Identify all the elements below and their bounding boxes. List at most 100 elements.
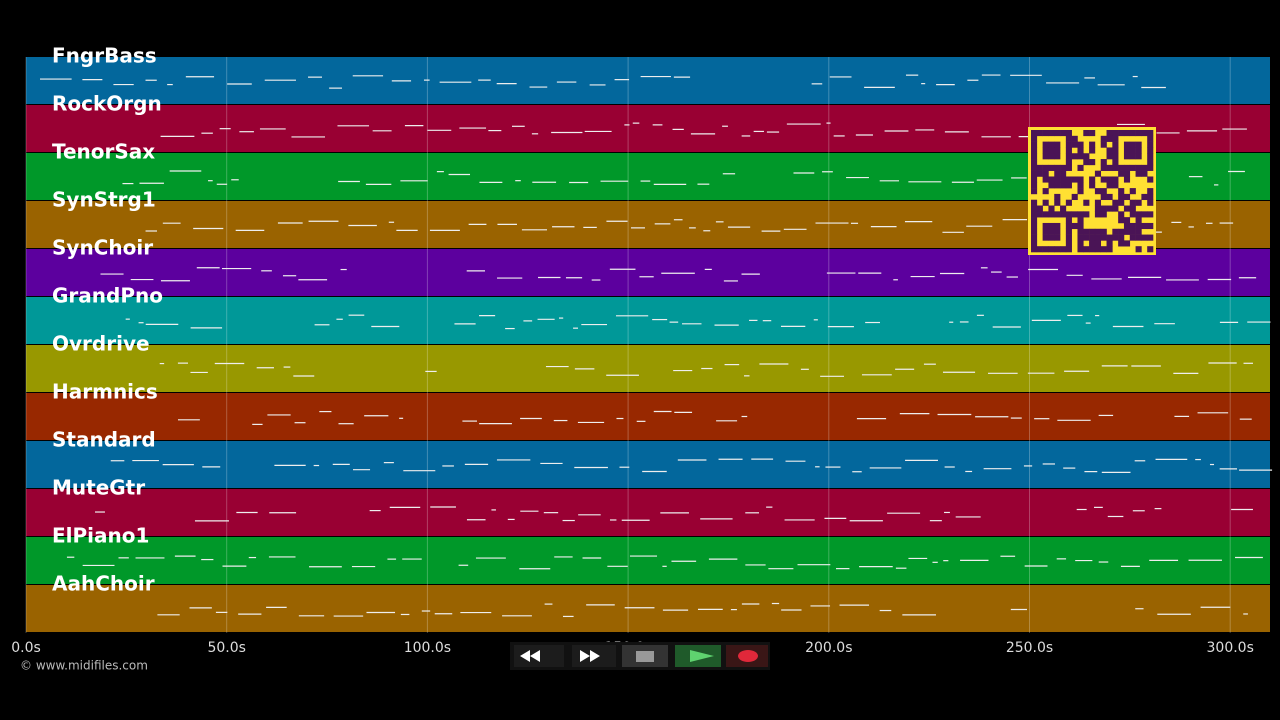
qr-cell [1123,176,1131,183]
qr-cell [1042,222,1049,230]
qr-cell [1036,130,1043,137]
time-tick: 50.0s [207,640,245,656]
qr-cell [1054,234,1061,241]
qr-cell [1042,164,1049,171]
qr-cell [1048,228,1055,235]
qr-cell [1094,246,1102,253]
track-name: MuteGtr [52,476,145,500]
qr-cell [1147,246,1154,253]
track-name: AahChoir [52,572,155,596]
qr-cell [1106,130,1113,137]
qr-cell [1089,246,1096,253]
qr-cell [1123,217,1131,224]
track-name: FngrBass [52,44,157,68]
qr-cell [1094,234,1102,241]
qr-cell [1135,153,1142,160]
transport-controls [510,642,770,670]
qr-cell [1106,240,1113,247]
qr-cell [1100,164,1107,171]
track-lane [26,345,1270,392]
qr-cell [1031,170,1038,177]
qr-cell [1106,176,1113,183]
qr-cell [1054,199,1061,206]
credit: © www.midifiles.com [20,659,148,673]
time-tick: 0.0s [11,640,41,656]
qr-cell [1135,217,1142,224]
qr-cell [1077,188,1084,195]
qr-cell [1106,153,1113,160]
qr-cell [1106,164,1113,171]
qr-cell [1135,170,1142,177]
qr-cell [1118,199,1125,206]
qr-cell [1129,199,1136,206]
qr-cell [1112,205,1119,212]
qr-cell [1060,170,1067,177]
track-lane [26,297,1270,344]
qr-cell [1048,130,1055,137]
qr-cell [1112,141,1119,148]
qr-cell [1123,164,1131,171]
qr-cell [1071,176,1078,183]
qr-cell [1054,222,1061,230]
qr-cell [1083,228,1090,235]
track-name: Harmnics [52,380,158,404]
qr-cell [1141,164,1148,171]
qr-cell [1031,234,1038,241]
qr-cell [1147,193,1154,201]
qr-cell [1123,228,1131,235]
qr-cell [1129,188,1136,195]
qr-cell [1031,147,1038,154]
qr-cell [1112,234,1119,241]
qr-cell [1083,234,1090,241]
qr-cell [1147,199,1154,206]
qr-cell [1036,211,1043,218]
qr-cell [1042,130,1049,137]
qr-cell [1112,153,1119,160]
qr-cell [1100,188,1107,195]
qr-cell [1031,240,1038,247]
track-lane [26,441,1270,488]
time-tick: 300.0s [1207,640,1254,656]
qr-cell [1112,176,1119,183]
qr-cell [1100,135,1107,142]
qr-cell [1048,205,1055,212]
qr-cell [1048,141,1055,148]
qr-cell [1042,153,1049,160]
qr-cell [1036,246,1043,253]
qr-cell [1042,246,1049,253]
qr-cell [1089,130,1096,137]
qr-cell [1100,228,1107,235]
qr-cell [1094,205,1102,212]
qr-cell [1118,170,1125,177]
qr-cell [1094,228,1102,235]
qr-cell [1089,182,1096,189]
qr-cell [1147,176,1154,183]
qr-cell [1060,246,1067,253]
qr-cell [1065,147,1072,154]
qr-cell [1077,153,1084,160]
qr-cell [1100,211,1107,218]
track-lane [26,489,1270,536]
qr-cell [1060,211,1067,218]
qr-cell [1065,176,1072,183]
qr-cell [1077,240,1084,247]
qr-cell [1031,130,1038,137]
track-name: Standard [52,428,156,452]
qr-cell [1031,211,1038,218]
qr-cell [1031,246,1038,253]
qr-cell [1123,130,1131,137]
qr-cell [1135,211,1142,218]
qr-cell [1031,217,1038,224]
qr-cell [1094,240,1102,247]
qr-cell [1089,234,1096,241]
qr-cell [1135,147,1142,154]
qr-cell [1089,228,1096,235]
qr-cell [1054,182,1061,189]
qr-cell [1112,159,1119,166]
qr-cell [1147,141,1154,148]
qr-cell [1129,130,1136,137]
qr-cell [1054,193,1061,201]
qr-cell [1077,164,1084,171]
qr-cell [1083,153,1090,160]
qr-cell [1100,193,1107,201]
